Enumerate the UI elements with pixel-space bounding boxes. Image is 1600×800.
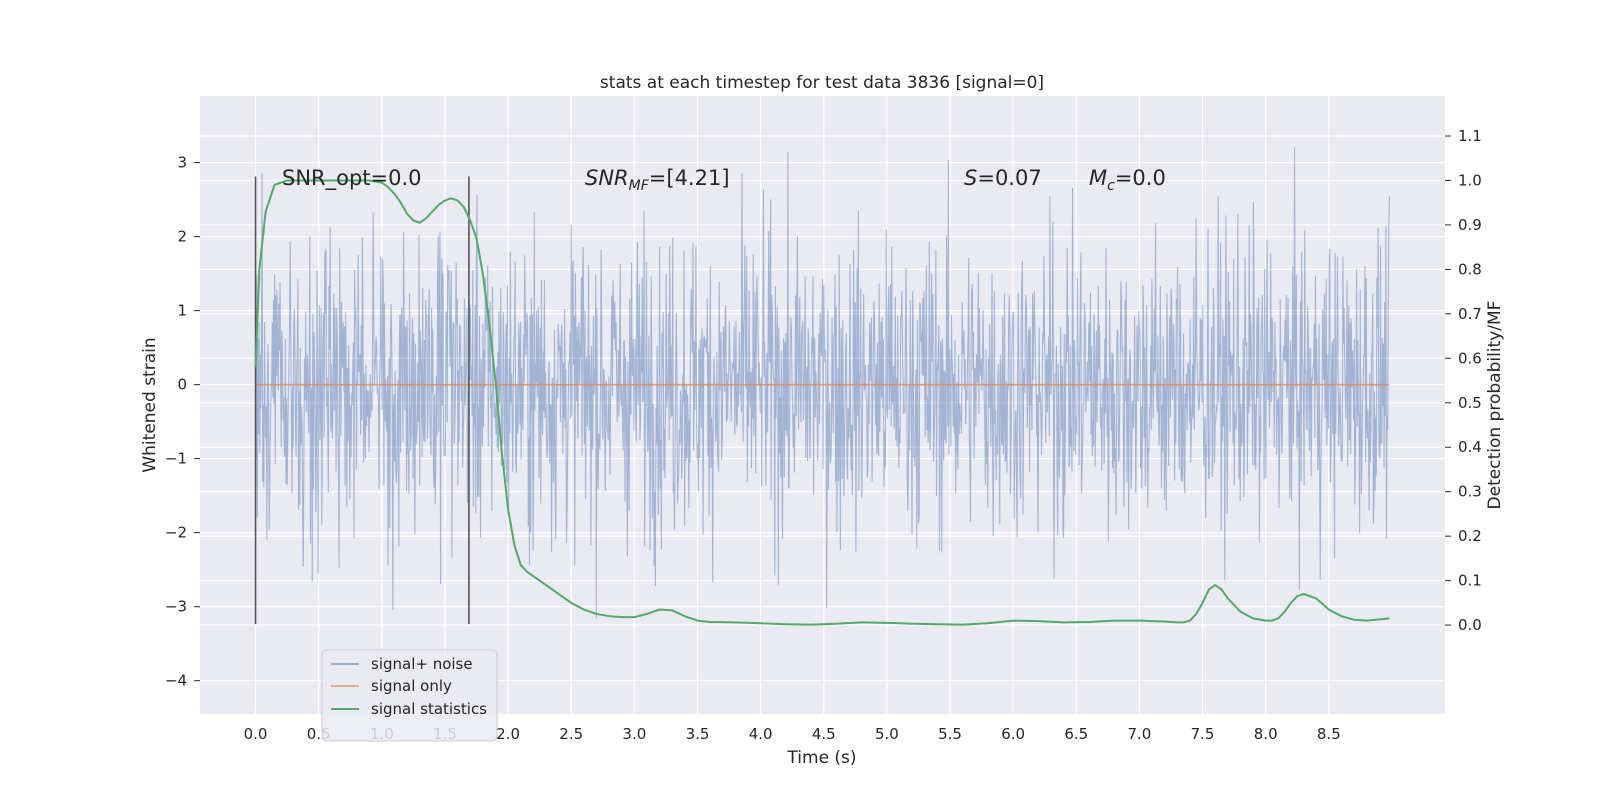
x-tick-label: 7.5 bbox=[1191, 725, 1215, 743]
x-axis-label: Time (s) bbox=[786, 748, 856, 768]
x-tick-label: 2.5 bbox=[559, 725, 583, 743]
plot-area bbox=[200, 96, 1445, 714]
annotation-snr-mf-sub: MF bbox=[629, 178, 650, 194]
y-right-tick-label: 0.3 bbox=[1458, 483, 1482, 501]
y-right-tick-label: 0.0 bbox=[1458, 616, 1482, 634]
x-tick-label: 8.0 bbox=[1254, 725, 1278, 743]
x-tick-label: 3.5 bbox=[686, 725, 710, 743]
x-tick-label: 0.0 bbox=[244, 725, 268, 743]
series-signal-statistics bbox=[254, 179, 1390, 626]
y-left-tick-label: 0 bbox=[177, 376, 187, 394]
x-tick-label: 4.5 bbox=[812, 725, 836, 743]
x-tick-label: 5.0 bbox=[875, 725, 899, 743]
y-right-tick-label: 0.7 bbox=[1458, 305, 1482, 323]
x-tick-label: 3.0 bbox=[622, 725, 646, 743]
annotation-s-rest: =0.07 bbox=[977, 166, 1041, 190]
y-right-tick-label: 0.1 bbox=[1458, 572, 1482, 590]
y-right-tick-label: 0.8 bbox=[1458, 260, 1482, 278]
y-right-tick-label: 0.9 bbox=[1458, 216, 1482, 234]
annotation-snr-mf-main: SNR bbox=[585, 166, 629, 190]
y-left-tick-label: −4 bbox=[165, 672, 187, 690]
annotation-mc-sub: c bbox=[1107, 178, 1115, 194]
y-right-tick-label: 0.6 bbox=[1458, 349, 1482, 367]
legend-label-signal-only: signal only bbox=[371, 677, 452, 695]
annotation-s-main: S bbox=[964, 166, 977, 190]
annotation-mc-main: M bbox=[1089, 166, 1107, 190]
annotation-s: S=0.07 bbox=[964, 166, 1042, 190]
x-tick-label: 6.5 bbox=[1064, 725, 1088, 743]
y-right-tick-label: 0.2 bbox=[1458, 527, 1482, 545]
y-left-tick-label: −2 bbox=[165, 524, 187, 542]
y-right-tick-label: 0.5 bbox=[1458, 394, 1482, 412]
annotation-snr-mf: SNRMF=[4.21] bbox=[585, 166, 730, 194]
chart-title: stats at each timestep for test data 383… bbox=[600, 73, 1044, 93]
y-right-tick-label: 1.1 bbox=[1458, 127, 1482, 145]
x-tick-label: 2.0 bbox=[496, 725, 520, 743]
y-right-tick-label: 1.0 bbox=[1458, 171, 1482, 189]
legend-label-signal-noise: signal+ noise bbox=[371, 655, 473, 673]
annotation-mc-rest: =0.0 bbox=[1115, 166, 1166, 190]
y-right-tick-label: 0.4 bbox=[1458, 438, 1482, 456]
legend: signal+ noise signal only signal statist… bbox=[321, 649, 498, 742]
y-right-axis-ticks: 1.1 1.0 0.9 0.8 0.7 0.6 0.5 0.4 0.3 0.2 0.1 0.0 bbox=[1445, 127, 1482, 634]
x-tick-label: 5.5 bbox=[938, 725, 962, 743]
signal-noise-trace bbox=[255, 147, 1390, 619]
x-tick-label: 7.0 bbox=[1128, 725, 1152, 743]
y-left-tick-label: −1 bbox=[165, 450, 187, 468]
y-left-tick-label: −3 bbox=[165, 598, 187, 616]
y-left-axis-ticks: 3 2 1 0 −1 −2 −3 −4 bbox=[165, 154, 200, 690]
legend-box bbox=[321, 649, 498, 742]
annotation-snr-opt: SNR_opt=0.0 bbox=[282, 166, 422, 191]
x-tick-label: 8.5 bbox=[1317, 725, 1341, 743]
x-tick-label: 6.0 bbox=[1001, 725, 1025, 743]
y-left-axis-label: Whitened strain bbox=[140, 337, 160, 472]
y-left-tick-label: 3 bbox=[177, 154, 187, 172]
y-left-tick-label: 2 bbox=[177, 228, 187, 246]
y-left-tick-label: 1 bbox=[177, 302, 187, 320]
series-signal-noise bbox=[255, 147, 1390, 619]
y-right-axis-label: Detection probability/MF bbox=[1485, 301, 1505, 510]
annotation-mc: Mc=0.0 bbox=[1089, 166, 1166, 194]
x-tick-label: 4.0 bbox=[749, 725, 773, 743]
vertical-markers bbox=[254, 176, 470, 625]
legend-label-signal-statistics: signal statistics bbox=[371, 700, 487, 718]
annotation-snr-mf-rest: =[4.21] bbox=[649, 166, 730, 190]
